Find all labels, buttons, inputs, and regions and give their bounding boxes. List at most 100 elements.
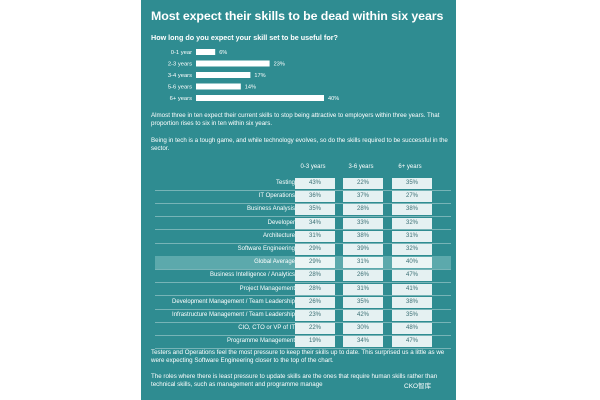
table-cell: 29%	[295, 244, 335, 255]
page-title: Most expect their skills to be dead with…	[151, 9, 444, 23]
table-cell: 33%	[343, 217, 383, 229]
row-divider	[155, 335, 451, 336]
table-row: CIO, CTO or VP of IT 22% 30% 48%	[141, 322, 456, 336]
watermark-logo: CKO智库	[404, 383, 432, 390]
table-cell: 35%	[392, 178, 432, 189]
table-cell: 28%	[295, 270, 335, 282]
bar	[196, 72, 251, 78]
table-cell: 47%	[392, 270, 432, 282]
bar	[196, 60, 270, 67]
row-divider	[155, 189, 451, 191]
table-cell: 43%	[295, 178, 335, 189]
table-row: Developer 34% 33% 32%	[141, 217, 456, 231]
table-cell: 31%	[343, 257, 383, 269]
bar-value-label: 40%	[328, 96, 339, 102]
paragraph-least-pressure: The roles where there is least pressure …	[151, 373, 438, 389]
table-column-header: 6+ years	[398, 164, 422, 170]
row-label: Programme Management	[226, 338, 295, 345]
table-cell: 48%	[392, 323, 432, 335]
row-label: CIO, CTO or VP of IT	[238, 325, 295, 332]
row-label: Software Engineering	[237, 246, 295, 252]
table-cell: 31%	[392, 230, 432, 242]
table-cell: 32%	[392, 244, 432, 255]
bar-category-label: 2-3 years	[168, 62, 192, 68]
row-label: Development Management / Team Leadership	[172, 298, 295, 305]
table-cell: 34%	[295, 217, 335, 229]
table-row: Business Intelligence / Analytics 28% 26% 4…	[141, 269, 456, 283]
table-cell: 37%	[343, 191, 383, 203]
table-column-header: 0-3 years	[300, 164, 326, 170]
table-cell: 28%	[343, 204, 383, 216]
table-row: Infrastructure Management / Team Leaders…	[141, 309, 456, 323]
table-cell: 32%	[392, 217, 432, 229]
row-divider	[155, 242, 451, 244]
row-divider	[155, 269, 451, 270]
table-cell: 38%	[392, 204, 432, 216]
table-row: IT Operations 36% 37% 27%	[141, 190, 456, 204]
row-divider	[155, 348, 451, 350]
bar-value-label: 6%	[219, 50, 227, 56]
row-divider	[155, 282, 451, 284]
paragraph-testers-operations: Testers and Operations feel the most pre…	[151, 349, 445, 365]
table-cell: 28%	[295, 283, 335, 295]
table-row: Global Average 29% 31% 40%	[141, 256, 456, 270]
table-cell: 26%	[343, 270, 383, 282]
table-cell: 38%	[343, 230, 383, 242]
table-cell: 22%	[295, 323, 335, 335]
table-row: Software Engineering 29% 39% 32%	[141, 243, 456, 257]
row-divider	[155, 295, 451, 297]
table-cell: 31%	[343, 283, 383, 295]
table-cell: 35%	[295, 204, 335, 216]
row-label: Project Management	[239, 285, 295, 292]
bar-category-label: 5-6 years	[168, 85, 192, 91]
table-cell: 22%	[343, 178, 383, 189]
skills-by-role-table: 0-3 years 3-6 years 6+ years Testing 43% 22% 3…	[141, 164, 456, 350]
paragraph-three-in-ten: Almost three in ten expect their current…	[151, 112, 440, 128]
table-row: Programme Management 19% 34% 47%	[141, 335, 456, 349]
row-label: Developer	[267, 219, 295, 226]
bar-chart-title: How long do you expect your skill set to…	[151, 33, 338, 42]
table-cell: 42%	[343, 310, 383, 321]
row-label: Infrastructure Management / Team Leaders…	[172, 312, 295, 318]
table-row: Development Management / Team Leadership…	[141, 296, 456, 310]
table-cell: 39%	[343, 244, 383, 255]
table-cell: 31%	[295, 230, 335, 242]
row-divider	[155, 229, 451, 231]
bar	[196, 95, 324, 101]
table-cell: 35%	[392, 310, 432, 321]
table-cell: 36%	[295, 191, 335, 203]
table-cell: 40%	[392, 257, 432, 269]
table-cell: 26%	[295, 296, 335, 308]
table-cell: 41%	[392, 283, 432, 295]
bar	[196, 49, 216, 55]
table-row: Business Analysis 35% 28% 38%	[141, 203, 456, 217]
table-cell: 19%	[295, 336, 335, 348]
row-divider	[155, 321, 451, 323]
bar-category-label: 3-4 years	[168, 73, 192, 79]
table-row: Project Management 28% 31% 41%	[141, 283, 456, 297]
table-cell: 23%	[295, 310, 335, 321]
bar-value-label: 23%	[274, 62, 285, 68]
table-cell: 47%	[392, 336, 432, 348]
row-divider	[155, 308, 451, 310]
bar-category-label: 6+ years	[170, 96, 192, 102]
table-row: Architecture 31% 38% 31%	[141, 230, 456, 244]
bar-value-label: 17%	[254, 73, 265, 79]
bar-value-label: 14%	[245, 85, 256, 91]
table-cell: 27%	[392, 191, 432, 203]
table-cell: 29%	[295, 257, 335, 269]
row-label: Business Intelligence / Analytics	[209, 272, 295, 279]
paragraph-tough-game: Being in tech is a tough game, and while…	[151, 137, 448, 153]
table-cell: 38%	[392, 296, 432, 308]
row-divider	[155, 203, 451, 204]
row-label: Global Average	[254, 259, 295, 266]
table-column-header: 3-6 years	[348, 164, 374, 170]
table-cell: 34%	[343, 336, 383, 348]
row-label: IT Operations	[258, 193, 295, 200]
infographic-panel: Most expect their skills to be dead with…	[141, 0, 456, 400]
table-row: Testing 43% 22% 35%	[141, 177, 456, 191]
row-label: Testing	[275, 180, 295, 186]
bar	[196, 83, 241, 90]
row-divider	[155, 216, 451, 218]
skills-lifespan-bar-chart: 0-1 year 6% 2-3 years 23% 3-4 years 17% 5-6 ye…	[168, 49, 339, 102]
